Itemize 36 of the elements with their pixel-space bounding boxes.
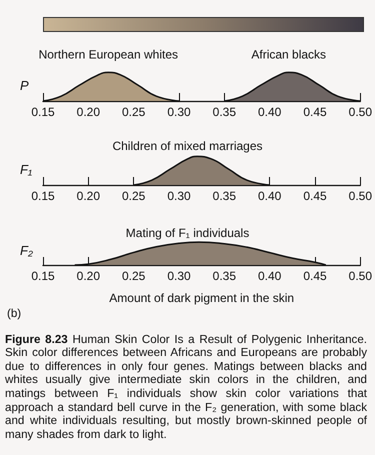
x-tick-label: 0.40: [258, 269, 282, 283]
y-axis-title: P: [20, 78, 29, 93]
x-tick-label: 0.30: [167, 105, 191, 119]
x-tick-label: 0.35: [212, 269, 236, 283]
x-tick-label: 0.15: [31, 105, 55, 119]
x-tick-label: 0.45: [303, 105, 327, 119]
x-tick-label: 0.25: [122, 105, 146, 119]
x-tick-label: 0.45: [303, 269, 327, 283]
x-tick-label: 0.40: [258, 189, 282, 203]
x-tick-label: 0.20: [76, 189, 100, 203]
x-tick-label: 0.45: [303, 189, 327, 203]
chart-title: Children of mixed marriages: [112, 139, 263, 153]
x-tick-label: 0.20: [76, 269, 100, 283]
x-tick-label: 0.50: [348, 269, 372, 283]
x-tick-label: 0.40: [258, 105, 282, 119]
x-axis-title: Amount of dark pigment in the skin: [109, 291, 294, 305]
x-tick-label: 0.15: [31, 189, 55, 203]
y-axis-title: F₁: [20, 162, 32, 177]
text: Human Skin Color Is a Result of Polygenic Inheritance.: [72, 332, 367, 346]
series-label: Northern European whites: [38, 47, 178, 62]
text: Skin color differences between Africans and Europeans are probably due to differences in only four genes. Matings between blacks and whites usually give intermediate skin colors in the children, and matings between F₁ individuals show skin color variations that approach a standard bell curve in the F₂ generation, with some black and white individuals resulting, but mostly brown-skinned people of many shades from dark to light.: [5, 346, 367, 441]
x-tick-label: 0.50: [348, 105, 372, 119]
chart-title: Mating of F₁ individuals: [126, 226, 250, 240]
y-axis-title: F₂: [20, 243, 33, 258]
series-label: African blacks: [251, 47, 326, 62]
x-tick-label: 0.15: [31, 269, 55, 283]
x-tick-label: 0.30: [167, 189, 191, 203]
x-tick-label: 0.25: [122, 189, 146, 203]
x-tick-label: 0.50: [348, 189, 372, 203]
x-tick-label: 0.20: [76, 105, 100, 119]
x-tick-label: 0.30: [167, 269, 191, 283]
x-tick-label: 0.35: [212, 105, 236, 119]
caption: Figure 8.23: [5, 332, 69, 346]
x-tick-label: 0.25: [122, 269, 146, 283]
text: (b): [7, 307, 22, 321]
x-tick-label: 0.35: [212, 189, 236, 203]
